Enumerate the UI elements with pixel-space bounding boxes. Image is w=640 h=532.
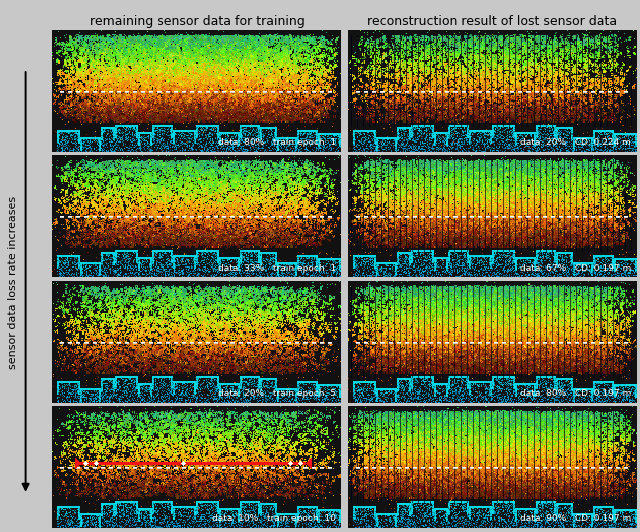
Text: data: 10%   train epoch: 10: data: 10% train epoch: 10	[212, 514, 335, 523]
Text: data: 80%   train epoch: 1: data: 80% train epoch: 1	[218, 138, 335, 147]
Text: sensor data loss rate increases: sensor data loss rate increases	[8, 195, 18, 369]
Text: reconstruction result of lost sensor data: reconstruction result of lost sensor dat…	[367, 15, 618, 28]
Text: data: 80%   CD: 0.197 m: data: 80% CD: 0.197 m	[520, 389, 631, 398]
Text: remaining sensor data for training: remaining sensor data for training	[90, 15, 305, 28]
Text: data: 33%   train epoch: 1: data: 33% train epoch: 1	[218, 263, 335, 272]
Text: data: 67%   CD: 0.197 m: data: 67% CD: 0.197 m	[520, 263, 631, 272]
Text: data: 90%   CD: 0.197 m: data: 90% CD: 0.197 m	[520, 514, 631, 523]
Text: data: 20%   CD: 0.224 m: data: 20% CD: 0.224 m	[520, 138, 631, 147]
Text: data: 20%   train epoch: 5: data: 20% train epoch: 5	[218, 389, 335, 398]
